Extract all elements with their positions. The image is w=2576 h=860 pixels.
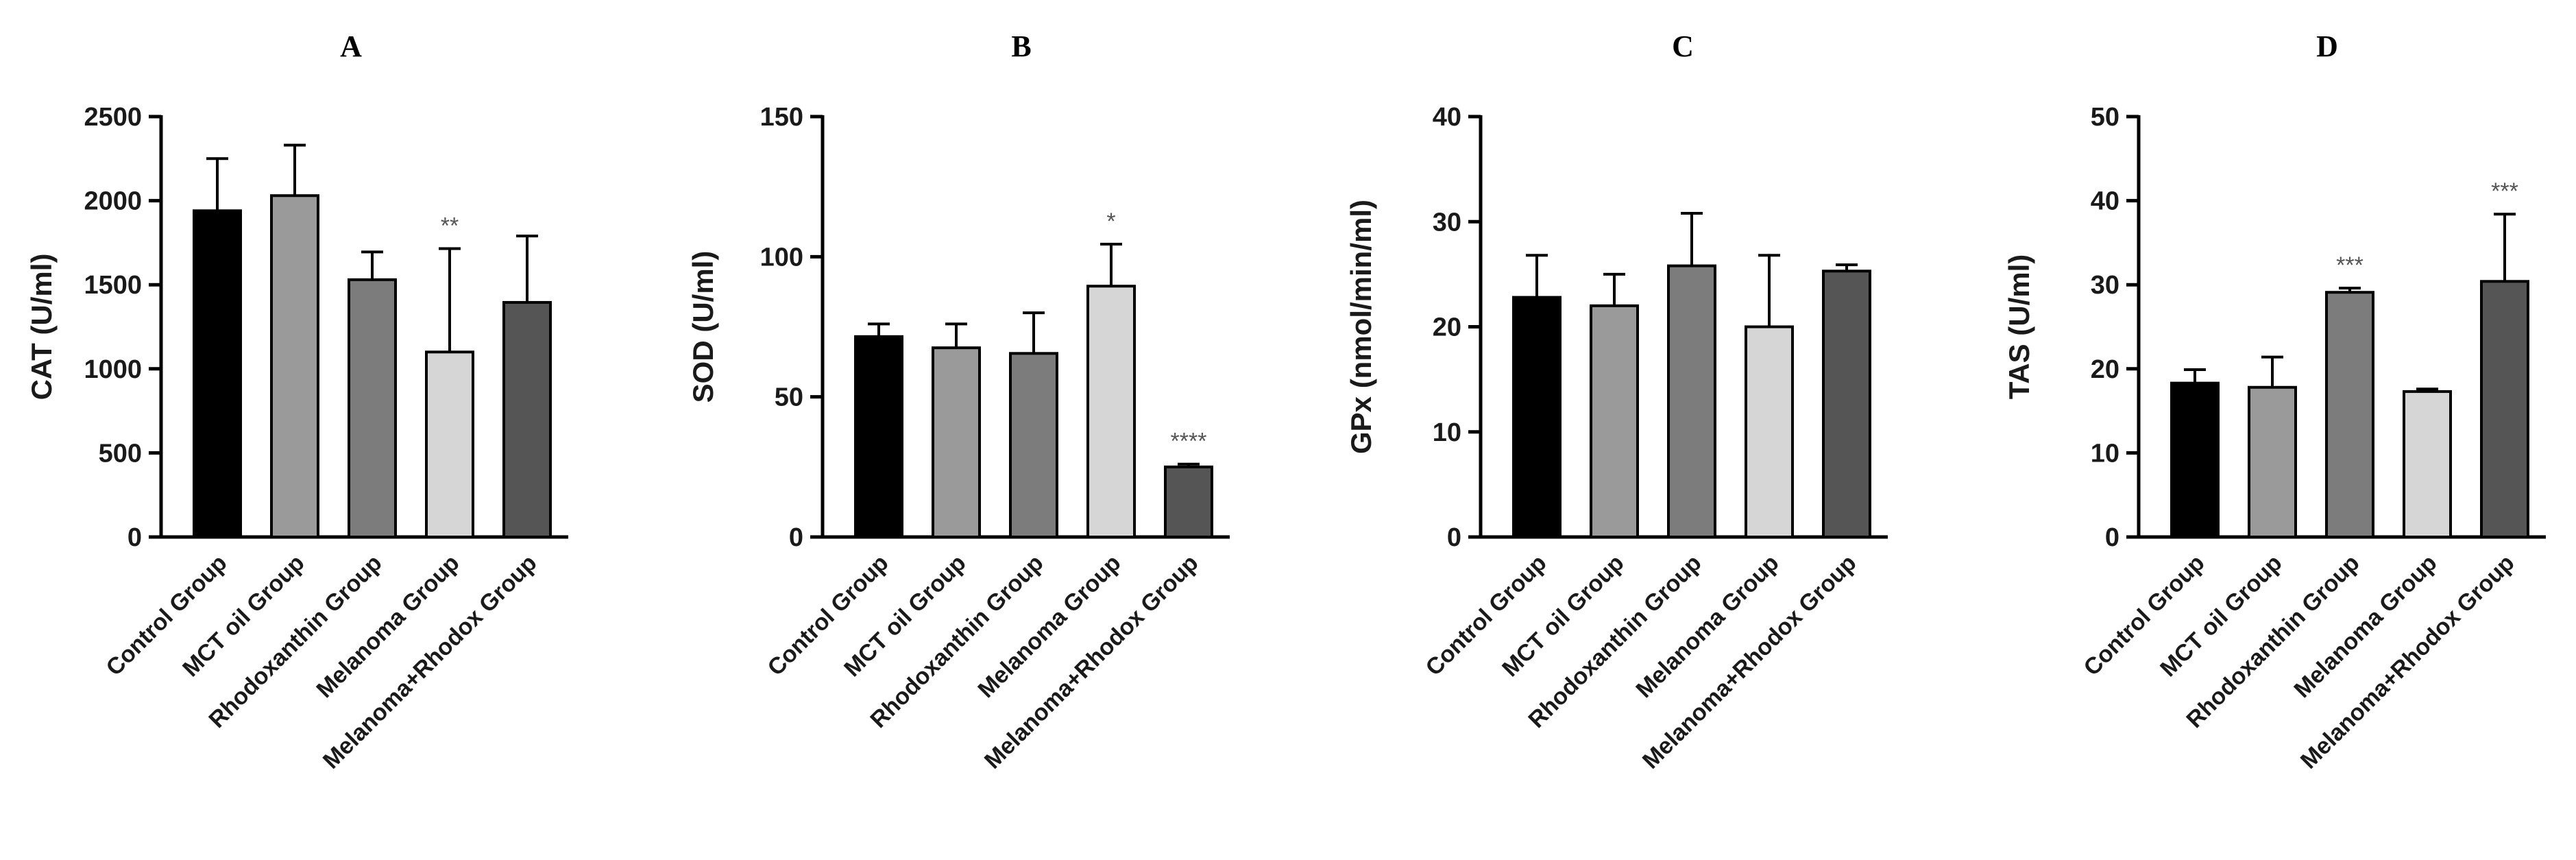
y-tick-label: 30: [1433, 208, 1461, 237]
bar-rhodoxanthin-group: [2325, 291, 2374, 538]
bar-rhodoxanthin-group: [1667, 264, 1716, 538]
significance-marker: *: [1106, 208, 1115, 235]
bar-rhodoxanthin-group: [1009, 352, 1058, 538]
y-tick-label: 1000: [84, 355, 142, 384]
panel-title: C: [1672, 29, 1694, 63]
bar-melanoma-rhodox-group: [1822, 270, 1871, 538]
y-tick-label: 0: [127, 523, 142, 552]
y-axis-label: CAT (U/ml): [25, 254, 58, 401]
bar-control-group: [193, 209, 242, 538]
y-axis-label: TAS (U/ml): [2003, 254, 2035, 400]
bar-melanoma-group: [1745, 325, 1794, 538]
x-category-label: Melanoma Group: [1631, 550, 1784, 703]
y-axis-label: SOD (U/ml): [687, 251, 719, 403]
y-tick-label: 0: [1447, 523, 1461, 552]
y-tick-label: 20: [1433, 313, 1461, 342]
x-category-label: Melanoma Group: [311, 550, 464, 703]
bar-control-group: [1512, 296, 1562, 538]
bar-mct-oil-group: [932, 346, 981, 538]
x-category-label: Melanoma Group: [973, 550, 1126, 703]
y-tick-label: 0: [2105, 523, 2119, 552]
bar-control-group: [854, 335, 903, 538]
x-category-label: Melanoma Group: [2289, 550, 2442, 703]
y-tick-label: 10: [2091, 439, 2119, 468]
y-tick-label: 2000: [84, 187, 142, 216]
bar-rhodoxanthin-group: [348, 278, 397, 538]
y-tick-label: 500: [99, 439, 142, 468]
bar-melanoma-group: [1086, 285, 1136, 538]
significance-marker: ***: [2491, 178, 2518, 204]
bar-melanoma-rhodox-group: [1164, 465, 1213, 538]
bar-control-group: [2170, 381, 2220, 539]
bar-mct-oil-group: [270, 194, 319, 538]
panel-title: D: [2316, 29, 2338, 63]
y-tick-label: 0: [789, 523, 803, 552]
bar-melanoma-group: [2403, 390, 2452, 538]
y-tick-label: 100: [760, 243, 803, 272]
y-tick-label: 10: [1433, 418, 1461, 447]
y-tick-label: 2500: [84, 103, 142, 132]
y-tick-label: 50: [2091, 103, 2119, 132]
significance-marker: **: [441, 213, 459, 239]
y-tick-label: 1500: [84, 271, 142, 300]
y-tick-label: 30: [2091, 271, 2119, 300]
y-tick-label: 20: [2091, 355, 2119, 384]
significance-marker: ***: [2336, 252, 2364, 278]
y-axis-label: GPx (nmol/min/ml): [1345, 200, 1377, 454]
panel-title: A: [340, 29, 362, 63]
bar-melanoma-rhodox-group: [502, 300, 552, 538]
bar-mct-oil-group: [1590, 304, 1639, 538]
bar-melanoma-group: [425, 350, 474, 539]
y-tick-label: 150: [760, 103, 803, 132]
y-tick-label: 50: [775, 383, 803, 412]
significance-marker: ****: [1171, 429, 1207, 455]
y-tick-label: 40: [2091, 187, 2119, 216]
bar-melanoma-rhodox-group: [2480, 280, 2529, 538]
y-tick-label: 40: [1433, 103, 1461, 132]
bar-mct-oil-group: [2248, 385, 2297, 538]
panel-title: B: [1011, 29, 1031, 63]
